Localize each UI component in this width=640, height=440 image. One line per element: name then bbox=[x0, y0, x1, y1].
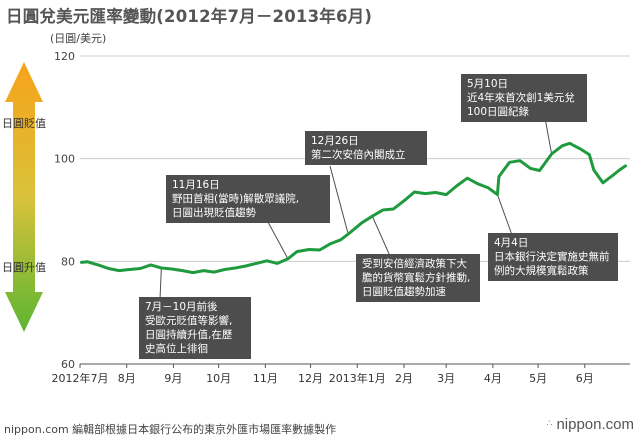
y-tick-label: 100 bbox=[54, 153, 75, 166]
data-point bbox=[611, 175, 613, 177]
data-point bbox=[487, 187, 490, 189]
data-point bbox=[519, 159, 521, 162]
chart-title: 日圓兌美元匯率變動(2012年7月－2013年6月) bbox=[6, 7, 373, 26]
data-point bbox=[245, 265, 247, 267]
data-point bbox=[618, 169, 621, 171]
leader-apr4 bbox=[496, 194, 513, 236]
x-tick-label: 8月 bbox=[118, 372, 136, 385]
annotation-may10: 5月10日 近4年來首次創1美元兌 100日圓紀錄 bbox=[461, 74, 587, 122]
x-tick-label: 3月 bbox=[437, 372, 455, 385]
data-point bbox=[223, 268, 226, 271]
data-point bbox=[80, 261, 83, 264]
data-point bbox=[287, 258, 289, 260]
data-point bbox=[498, 175, 500, 178]
data-point bbox=[160, 267, 163, 269]
data-point bbox=[466, 177, 469, 179]
indicator-bottom-label: 日圓升值 bbox=[2, 261, 46, 274]
y-tick-label: 120 bbox=[54, 50, 75, 63]
x-tick-label: 2012年7月 bbox=[52, 371, 109, 385]
annotation-abe-policy: 受到安倍經濟政策下大 膽的貨幣寬鬆方針推動, 日圓貶值趨勢加速 bbox=[356, 254, 480, 302]
data-point bbox=[181, 269, 184, 272]
annotation-dec26: 12月26日 第二次安倍內閣成立 bbox=[305, 131, 427, 165]
data-point bbox=[496, 193, 499, 196]
data-point bbox=[118, 269, 120, 272]
data-point bbox=[529, 167, 532, 170]
annotation-apr4: 4月4日 日本銀行決定實施史無前 例的大規模寬鬆政策 bbox=[488, 233, 618, 281]
x-tick-label: 5月 bbox=[529, 372, 547, 385]
data-point bbox=[86, 261, 89, 263]
data-point bbox=[579, 148, 582, 150]
tick-layer: 60 80 100 120 2012年7月 8月 9月 10月 11月 12月 2013年1月 2月 3… bbox=[52, 50, 594, 385]
data-point bbox=[318, 249, 321, 251]
nippon-logo: ∴ nippon.com bbox=[547, 416, 634, 433]
x-tick-label: 9月 bbox=[164, 372, 182, 385]
data-point bbox=[329, 243, 331, 245]
y-tick-label: 80 bbox=[61, 255, 75, 268]
data-point bbox=[234, 267, 236, 269]
data-point bbox=[339, 239, 342, 241]
data-point bbox=[266, 260, 268, 262]
data-point bbox=[392, 208, 395, 210]
annotation-nov16: 11月16日 野田首相(當時)解散眾議院, 日圓出現貶值趨勢 bbox=[166, 175, 330, 223]
data-point bbox=[139, 267, 142, 270]
data-point bbox=[371, 215, 374, 217]
data-point bbox=[403, 200, 405, 202]
x-tick-label: 2月 bbox=[395, 372, 413, 385]
x-tick-label: 12月 bbox=[298, 372, 323, 385]
data-point bbox=[538, 169, 541, 172]
data-point bbox=[624, 165, 627, 167]
usd-jpy-series-line bbox=[80, 141, 627, 275]
annotation-jul-oct: 7月－10月前後 受歐元貶值等影響, 日圓持續升值,在歷 史高位上徘徊 bbox=[139, 297, 251, 359]
data-point bbox=[202, 269, 205, 272]
data-point bbox=[561, 145, 563, 147]
data-point bbox=[602, 182, 604, 184]
leader-abe-policy bbox=[371, 215, 391, 257]
data-point bbox=[255, 262, 258, 265]
x-tick-label: 2013年1月 bbox=[329, 371, 386, 385]
data-point bbox=[347, 233, 350, 235]
data-point bbox=[296, 250, 298, 253]
data-point bbox=[213, 271, 215, 273]
data-point bbox=[107, 267, 110, 270]
logo-dots-icon: ∴ bbox=[546, 418, 553, 428]
data-point bbox=[568, 142, 571, 145]
data-point bbox=[434, 191, 437, 194]
data-point bbox=[588, 153, 591, 156]
data-point bbox=[308, 248, 310, 251]
data-point bbox=[413, 191, 416, 193]
leader-dec26 bbox=[329, 165, 349, 235]
y-tick-label: 60 bbox=[61, 358, 75, 371]
data-point bbox=[508, 161, 511, 164]
data-point bbox=[382, 209, 384, 211]
y-axis-label: (日圓/美元) bbox=[50, 32, 106, 45]
indicator-top-label: 日圓貶值 bbox=[2, 117, 46, 130]
data-point bbox=[445, 193, 448, 196]
data-point bbox=[424, 192, 426, 195]
x-tick-label: 10月 bbox=[206, 372, 231, 385]
data-point bbox=[593, 169, 595, 171]
x-tick-label: 11月 bbox=[253, 372, 278, 385]
data-point bbox=[192, 271, 194, 274]
x-tick-label: 4月 bbox=[484, 372, 502, 385]
source-note: nippon.com 編輯部根據日本銀行公布的東京外匯市場匯率數據製作 bbox=[4, 423, 337, 436]
data-point bbox=[276, 262, 279, 265]
data-point bbox=[171, 268, 173, 270]
yen-depreciation-arrow bbox=[5, 62, 43, 332]
leader-may10 bbox=[544, 117, 553, 155]
data-point bbox=[550, 153, 553, 155]
data-point bbox=[150, 264, 152, 266]
data-point bbox=[97, 264, 99, 266]
data-point bbox=[477, 183, 479, 185]
x-tick-label: 6月 bbox=[576, 372, 594, 385]
logo-text: nippon.com bbox=[556, 416, 634, 433]
data-point bbox=[128, 268, 131, 271]
data-point bbox=[361, 222, 363, 224]
leader-jul-oct bbox=[159, 267, 162, 300]
data-point bbox=[455, 185, 458, 187]
series-layer bbox=[80, 141, 627, 275]
